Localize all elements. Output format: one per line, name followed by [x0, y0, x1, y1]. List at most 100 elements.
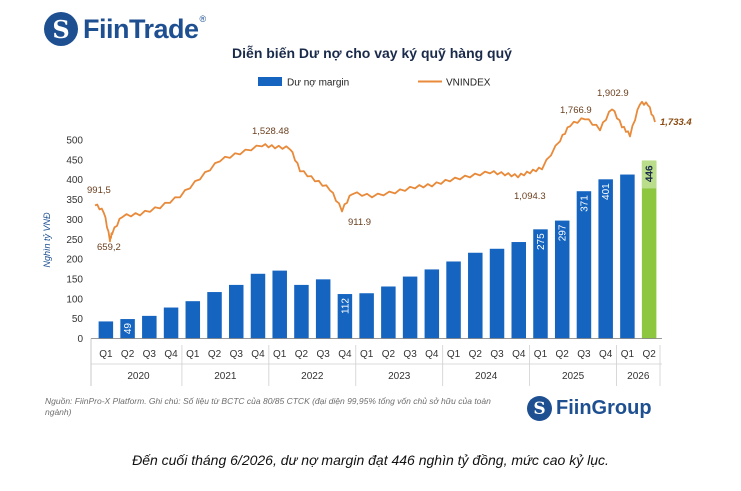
vnindex-annotations: 991,5 659,2 1,528.48 911.9 1,094.3 1,766.9 1,9…: [87, 88, 692, 253]
bar-margin-13: [381, 286, 396, 339]
y-tick-label: 250: [66, 235, 83, 246]
bar-margin-11: [337, 294, 353, 339]
bar-margin-6: [229, 284, 244, 339]
bar-data-label: 112: [340, 298, 351, 314]
x-tick-label: Q1: [186, 349, 200, 360]
vnindex-annotation: 1,528.48: [252, 126, 289, 137]
x-year-label: 2025: [562, 371, 585, 382]
legend-label-margin: Dư nợ margin: [287, 78, 349, 89]
bar-margin-21: [554, 220, 570, 339]
x-tick-label: Q2: [469, 349, 483, 360]
bar-margin-19: [511, 242, 526, 339]
bar-margin-8: [272, 270, 287, 339]
vnindex-annotation: 991,5: [87, 185, 111, 196]
vnindex-annotation: 659,2: [97, 242, 121, 253]
x-year-label: 2022: [301, 371, 324, 382]
legend-label-vnindex: VNINDEX: [446, 78, 491, 89]
vnindex-annotation: 911.9: [348, 217, 371, 228]
bar-margin-20: [533, 229, 548, 339]
x-tick-label: Q1: [621, 349, 635, 360]
bar-margin-4: [185, 301, 201, 339]
fiingroup-logo-icon: S: [527, 396, 552, 421]
x-tick-label: Q3: [490, 349, 504, 360]
bar-margin-24: [620, 174, 635, 339]
bars: [98, 161, 657, 339]
bar-margin-2: [142, 315, 157, 339]
y-tick-label: 450: [66, 155, 83, 166]
highlight-label-bg: [641, 160, 657, 189]
x-axis: Q1 Q2 Q3 Q4 Q1 Q2 Q3 Q4 Q1 Q2 Q3 Q4 Q1 Q2 Q3 Q4 Q1 Q2 Q3 Q4…: [90, 338, 662, 386]
bar-data-label: 446: [645, 165, 656, 182]
x-tick-label: Q2: [208, 349, 222, 360]
y-tick-label: 150: [66, 274, 83, 285]
bar-margin-5: [207, 292, 222, 339]
vnindex-annotation: 1,733.4: [660, 117, 692, 128]
x-year-label: 2026: [627, 371, 650, 382]
bar-data-label: 401: [601, 183, 612, 200]
x-tick-label: Q3: [403, 349, 417, 360]
bar-margin-7: [250, 273, 266, 339]
x-tick-label: Q4: [425, 349, 439, 360]
x-tick-label: Q2: [556, 349, 570, 360]
fiingroup-logo-text: FiinGroup: [556, 397, 652, 419]
fiintrade-logo-text: FiinTrade: [83, 13, 199, 44]
legend: Dư nợ margin VNINDEX: [258, 77, 491, 89]
y-tick-label: 200: [66, 255, 83, 266]
bar-data-label: 49: [123, 323, 134, 335]
source-note: Nguồn: FiinPro-X Platform. Ghi chú: Số l…: [45, 396, 491, 417]
bar-margin-0: [98, 321, 114, 339]
x-year-label: 2021: [214, 371, 237, 382]
x-tick-label: Q4: [338, 349, 352, 360]
x-tick-label: Q1: [360, 349, 374, 360]
bar-data-labels: 49 112 275 297 371 401 446: [123, 160, 657, 335]
fiintrade-logo-icon: S: [44, 12, 78, 46]
x-tick-label: Q3: [143, 349, 157, 360]
x-year-label: 2020: [127, 371, 150, 382]
y-axis-ticks: 0 50 100 150 200 250 300 350 400 450 500: [66, 136, 83, 346]
bar-margin-14: [402, 276, 418, 339]
y-axis-label: Nghìn tỷ VNĐ: [42, 212, 52, 268]
bar-data-label: 275: [536, 233, 547, 250]
vnindex-annotation: 1,902.9: [597, 88, 629, 99]
x-tick-label: Q2: [642, 349, 656, 360]
bar-margin-15: [424, 269, 440, 339]
x-tick-label: Q2: [121, 349, 135, 360]
y-tick-label: 100: [66, 294, 83, 305]
x-tick-label: Q1: [99, 349, 113, 360]
vnindex-annotation: 1,766.9: [560, 105, 592, 116]
bar-margin-10: [315, 279, 331, 339]
legend-swatch-margin: [258, 77, 282, 86]
x-tick-label: Q3: [577, 349, 591, 360]
y-tick-label: 50: [72, 314, 84, 325]
x-tick-label: Q1: [447, 349, 461, 360]
registered-mark: ®: [199, 14, 207, 24]
margin-chart: Diễn biến Dư nợ cho vay ký quỹ hàng quý …: [42, 45, 692, 386]
bar-margin-3: [163, 307, 179, 339]
bar-margin-25: [641, 161, 657, 339]
x-tick-label: Q2: [295, 349, 309, 360]
x-tick-label: Q4: [251, 349, 265, 360]
x-tick-label: Q1: [534, 349, 548, 360]
y-tick-label: 0: [77, 334, 83, 345]
bar-margin-17: [468, 252, 483, 339]
fiingroup-logo: S FiinGroup: [527, 396, 652, 421]
bar-margin-9: [294, 284, 309, 339]
bar-margin-12: [359, 293, 374, 339]
bar-margin-16: [446, 261, 461, 339]
x-tick-label: Q4: [599, 349, 613, 360]
y-tick-label: 350: [66, 195, 83, 206]
x-tick-label: Q3: [317, 349, 331, 360]
vnindex-line: [94, 100, 656, 243]
vnindex-annotation: 1,094.3: [514, 191, 546, 202]
bar-data-label: 371: [579, 195, 590, 212]
x-tick-label: Q4: [512, 349, 526, 360]
y-tick-label: 300: [66, 215, 83, 226]
bar-margin-23: [598, 179, 613, 339]
chart-title: Diễn biến Dư nợ cho vay ký quỹ hàng quý: [232, 45, 512, 61]
y-tick-label: 500: [66, 136, 83, 147]
x-year-label: 2024: [475, 371, 498, 382]
bar-margin-18: [489, 248, 505, 339]
bar-margin-22: [576, 191, 592, 339]
y-tick-label: 400: [66, 175, 83, 186]
caption: Đến cuối tháng 6/2026, dư nợ margin đạt …: [132, 452, 609, 468]
